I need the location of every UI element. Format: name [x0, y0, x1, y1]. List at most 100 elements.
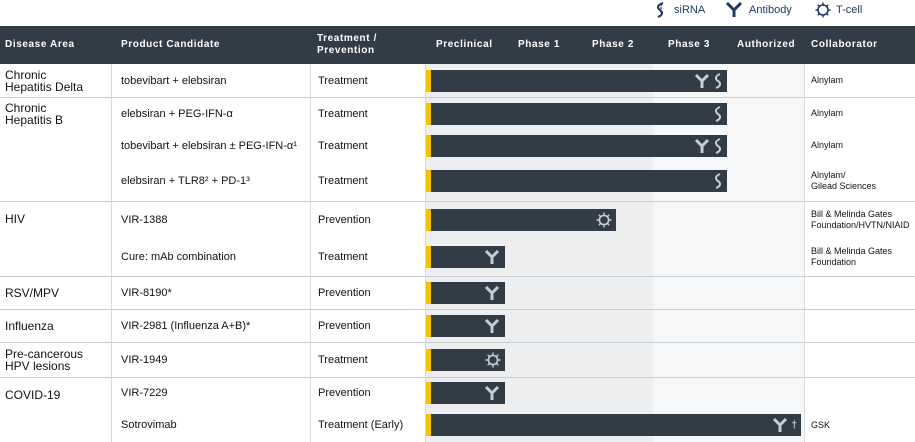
antibody-icon	[693, 73, 711, 89]
header-disease-area: Disease Area	[5, 39, 75, 50]
modality-icons	[693, 72, 723, 89]
disease-area-line1: Influenza	[5, 318, 54, 333]
disease-area-line2: HPV lesions	[5, 358, 71, 373]
product-candidate-cell: tobevibart + elebsiran	[121, 74, 227, 87]
column-divider	[804, 64, 805, 442]
row-divider	[0, 377, 915, 378]
column-band-phase3	[653, 64, 728, 442]
column-band-phase1	[501, 64, 577, 442]
disease-area-cell: RSV/MPV	[5, 276, 59, 309]
modality-icons	[713, 173, 723, 189]
disease-area-line1: Pre-cancerous	[5, 346, 84, 361]
progress-bar-accent	[426, 134, 431, 157]
disease-area-line1: HIV	[5, 212, 26, 226]
progress-bar-accent	[426, 208, 431, 231]
header-authorized: Authorized	[737, 39, 796, 50]
legend-tcell: T-cell	[815, 2, 862, 18]
legend-tcell-label: T-cell	[836, 4, 863, 16]
progress-bar	[426, 348, 505, 371]
tcell-icon	[485, 352, 501, 368]
progress-bar-accent	[426, 102, 431, 125]
column-divider	[310, 64, 311, 442]
product-candidate-cell: VIR-2981 (Influenza A+B)*	[121, 319, 251, 332]
progress-bar	[426, 381, 505, 404]
disease-area-cell: Influenza	[5, 309, 54, 342]
header-phase3: Phase 3	[668, 39, 711, 50]
collaborator-line1: Alnylam	[811, 140, 844, 150]
modality-icons	[693, 137, 723, 154]
treatment-type-cell: Treatment	[318, 251, 368, 263]
disease-area-cell: HIV	[5, 201, 25, 238]
header-treatment-prevention: Treatment / Prevention	[317, 26, 377, 64]
product-candidate-cell: VIR-1949	[121, 353, 168, 366]
header-phase1: Phase 1	[518, 39, 561, 50]
modality-icons: †	[771, 417, 797, 433]
treatment-type-cell: Treatment	[318, 74, 368, 87]
collaborator-cell: GSK	[811, 408, 830, 442]
progress-bar-accent	[426, 414, 431, 436]
progress-bar-accent	[426, 170, 431, 192]
collaborator-line1: Alnylam/	[811, 170, 846, 180]
row-divider	[0, 309, 915, 310]
sirna-icon	[713, 137, 723, 154]
collaborator-line2: Gilead Sciences	[811, 181, 877, 191]
product-candidate-cell: Cure: mAb combination	[121, 251, 236, 263]
column-band-authorized	[728, 64, 804, 442]
collaborator-line1: Alnylam	[811, 108, 844, 118]
progress-bar-accent	[426, 381, 431, 404]
progress-bar-accent	[426, 246, 431, 268]
modality-icons	[485, 352, 501, 368]
sirna-icon	[713, 72, 723, 89]
pipeline-table: Chronic Hepatitis Delta Chronic Hepatitis B…	[0, 64, 915, 442]
progress-bar	[426, 170, 727, 192]
antibody-icon	[693, 138, 711, 154]
legend-sirna-label: siRNA	[674, 4, 706, 16]
progress-bar	[426, 69, 727, 92]
modality-icons	[483, 385, 501, 401]
collaborator-cell: Alnylam	[811, 64, 843, 97]
modality-icons	[483, 318, 501, 334]
progress-bar-accent	[426, 314, 431, 337]
product-candidate-cell: elebsiran + PEG-IFN-α	[121, 107, 233, 120]
treatment-type-cell: Treatment	[318, 139, 368, 152]
collaborator-line1: Bill & Melinda Gates	[811, 208, 893, 219]
treatment-type-cell: Treatment	[318, 353, 368, 366]
antibody-icon	[771, 417, 789, 433]
modality-icons	[713, 105, 723, 122]
header-product-candidate: Product Candidate	[121, 39, 221, 50]
sirna-icon	[713, 173, 723, 189]
table-header: Disease Area Product Candidate Treatment…	[0, 26, 915, 64]
header-preclinical: Preclinical	[436, 39, 493, 50]
antibody-icon	[483, 385, 501, 401]
collaborator-cell: Alnylam/Gilead Sciences	[811, 161, 876, 201]
tcell-icon	[815, 2, 831, 18]
sirna-icon	[713, 105, 723, 122]
product-candidate-cell: elebsiran + TLR8² + PD-1³	[121, 175, 250, 187]
disease-area-line1: COVID-19	[5, 388, 61, 402]
disease-area-cell: Chronic Hepatitis B	[5, 97, 63, 130]
antibody-icon	[724, 1, 744, 18]
row-divider	[0, 201, 915, 202]
disease-area-line1: Chronic	[5, 100, 47, 115]
progress-bar	[426, 208, 616, 231]
disease-area-line2: Hepatitis Delta	[5, 79, 84, 94]
column-divider	[111, 64, 112, 442]
collaborator-line1: Alnylam	[811, 75, 844, 85]
progress-bar	[426, 134, 727, 157]
progress-bar	[426, 314, 505, 337]
antibody-icon	[483, 318, 501, 334]
collaborator-cell: Alnylam	[811, 130, 843, 161]
progress-bar	[426, 246, 505, 268]
modality-icons	[483, 249, 501, 265]
treatment-type-cell: Prevention	[318, 286, 371, 299]
dagger-mark: †	[791, 419, 797, 431]
tcell-icon	[596, 212, 612, 228]
product-candidate-cell: Sotrovimab	[121, 419, 177, 431]
collaborator-cell: Bill & Melinda Gates Foundation/HVTN/NIAI…	[811, 201, 910, 238]
sirna-icon	[653, 2, 669, 18]
treatment-type-cell: Prevention	[318, 386, 371, 399]
disease-area-line1: Chronic	[5, 67, 47, 82]
disease-area-line1: RSV/MPV	[5, 285, 60, 300]
legend: siRNA Antibody T-cell	[0, 0, 915, 30]
product-candidate-cell: VIR-1388	[121, 213, 168, 226]
